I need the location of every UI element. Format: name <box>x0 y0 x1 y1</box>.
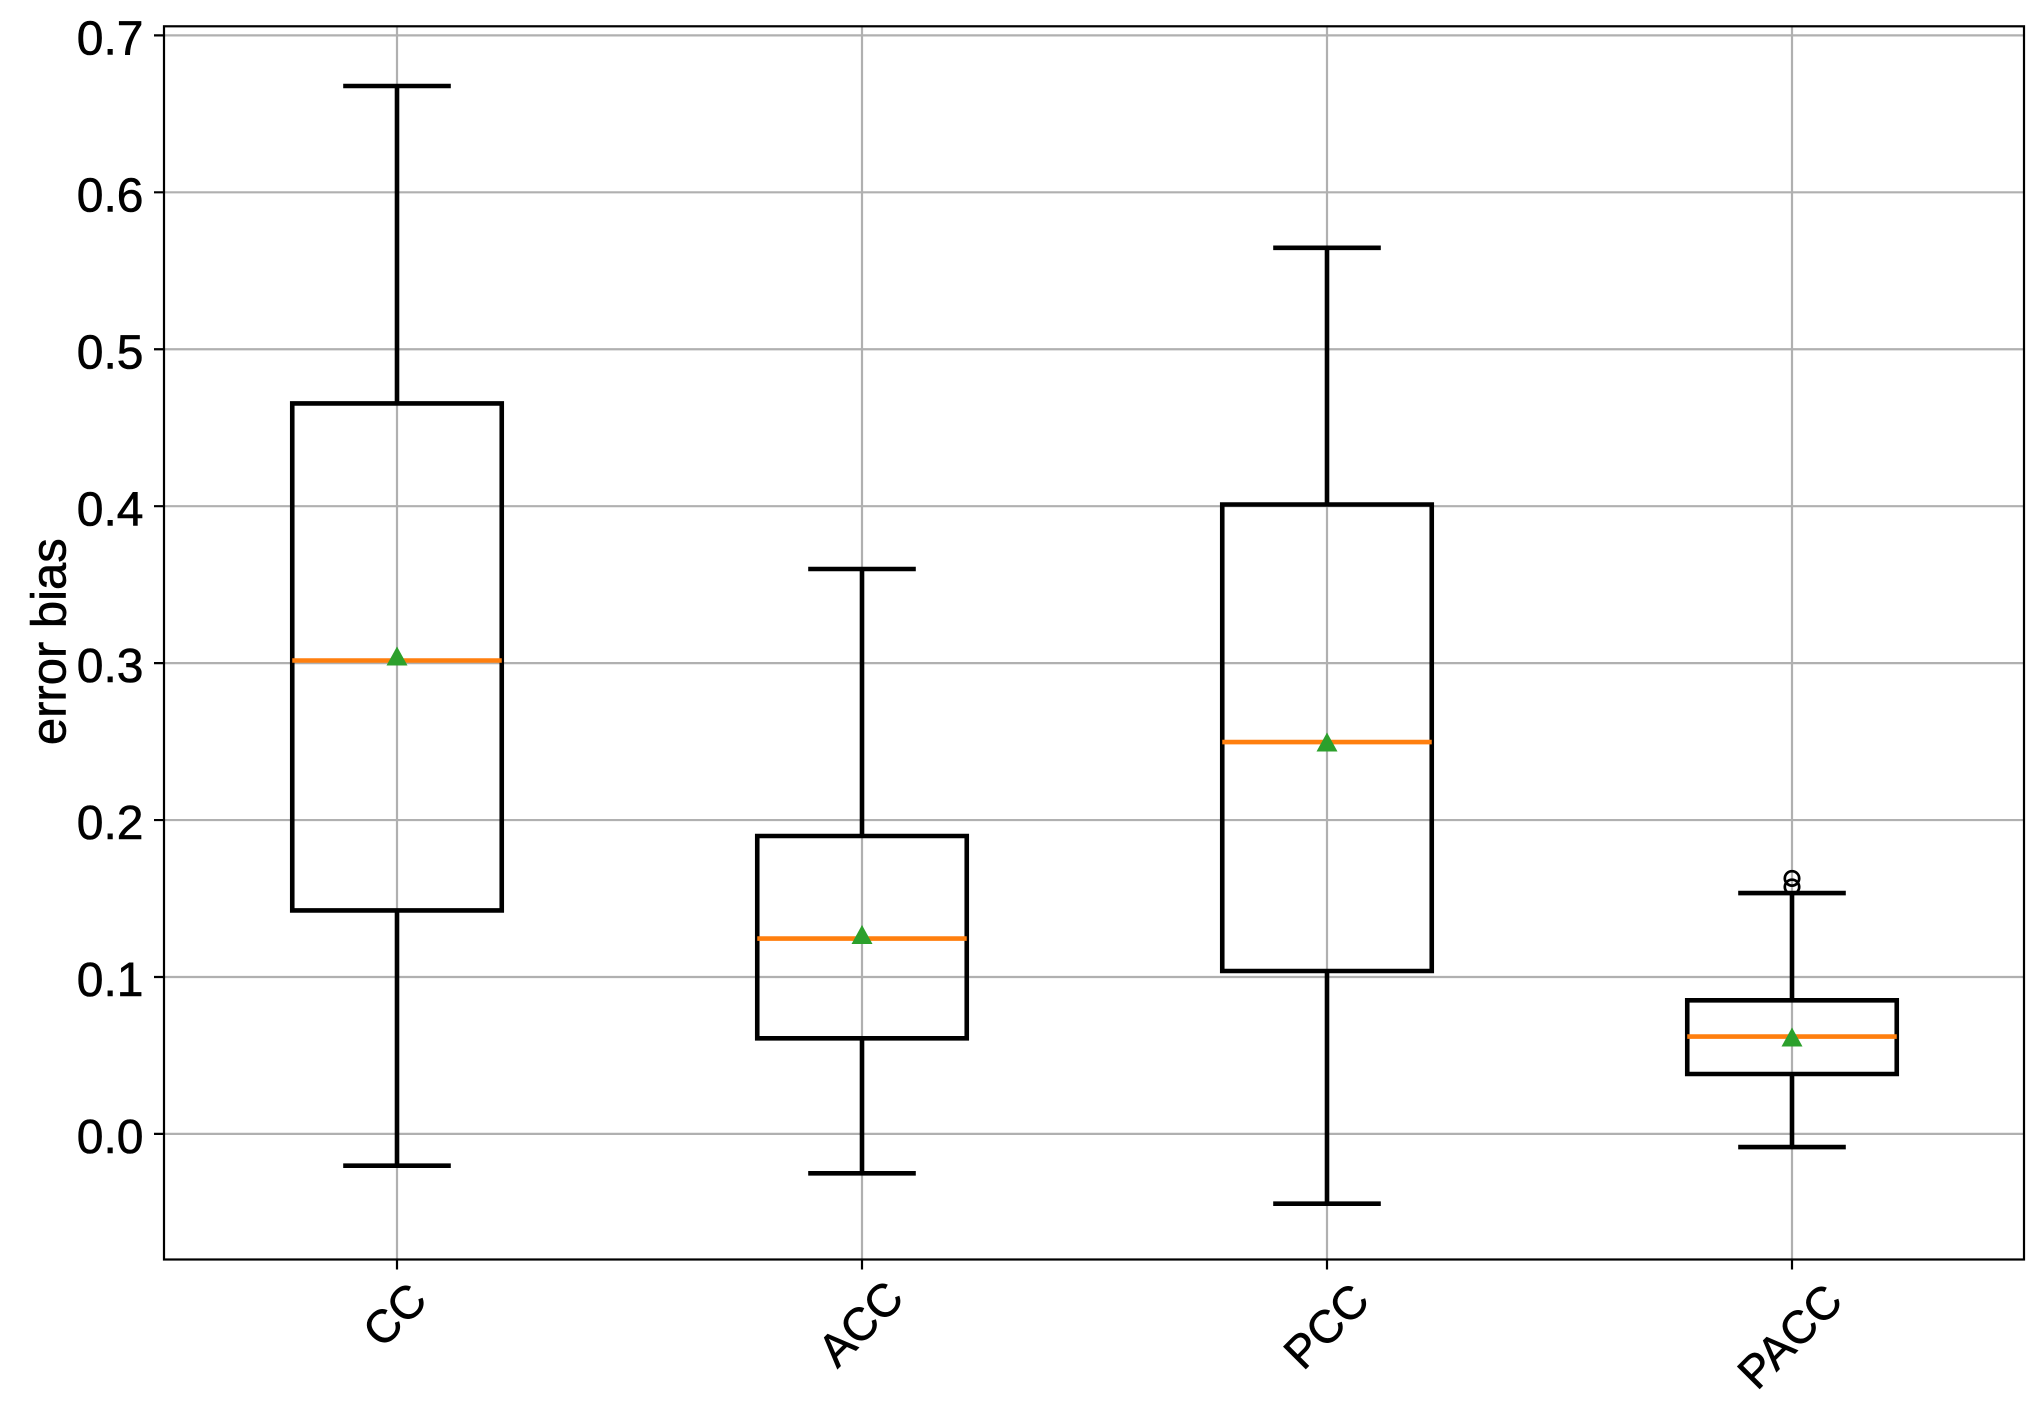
svg-text:0.2: 0.2 <box>77 797 144 850</box>
svg-text:0.5: 0.5 <box>77 326 144 379</box>
svg-text:0.3: 0.3 <box>77 640 144 693</box>
svg-text:error bias: error bias <box>23 538 77 745</box>
svg-text:0.6: 0.6 <box>77 169 144 222</box>
svg-text:0.4: 0.4 <box>77 483 144 536</box>
svg-text:0.0: 0.0 <box>77 1111 144 1164</box>
svg-text:0.1: 0.1 <box>77 954 144 1007</box>
svg-text:0.7: 0.7 <box>77 12 144 65</box>
